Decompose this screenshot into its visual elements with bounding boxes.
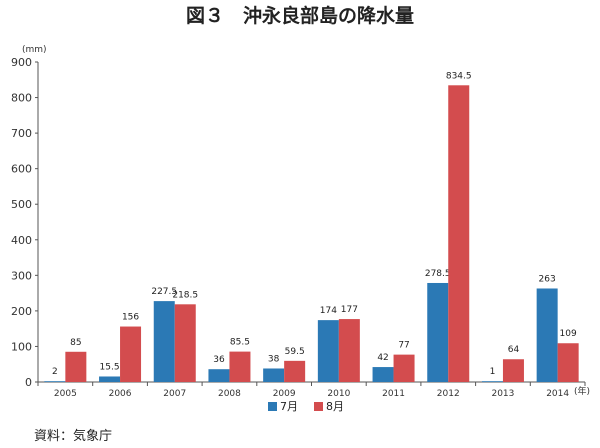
x-tick-label: 2012 [437,389,460,399]
data-label: 227.5 [151,287,177,297]
legend-swatch [314,402,323,411]
data-label: 834.5 [446,71,472,81]
data-label: 156 [122,313,139,323]
data-label: 263 [539,274,556,284]
data-label: 59.5 [285,347,305,357]
y-tick-label: 500 [11,198,32,211]
bar [481,381,503,382]
data-label: 38 [268,354,280,364]
chart-title: 図３ 沖永良部島の降水量 [186,4,414,27]
data-label: 2 [52,367,58,377]
source-note: 資料：気象庁 [34,428,112,444]
bar [153,301,175,382]
data-label: 85.5 [230,338,250,348]
y-axis-unit: (mm) [22,45,47,55]
bars: 2 15.5 227.5 36 38 174 42 278.5 1 263 85 156 218.5 85… [44,71,579,383]
data-label: 1 [490,367,496,377]
bar [99,376,121,382]
x-tick-label: 2008 [218,389,241,399]
bar [284,360,306,382]
data-label: 174 [320,306,337,316]
legend: 7月 8月 [268,400,344,413]
data-label: 64 [508,345,520,355]
bar [338,319,360,382]
data-label: 85 [70,338,81,348]
x-tick-label: 2005 [54,389,77,399]
bar [44,381,66,382]
legend-label: 7月 [280,400,298,413]
data-label: 218.5 [172,290,198,300]
bar [263,368,285,382]
axes: 0 100 200 300 400 500 600 700 800 900 2005 2006 2007… [11,56,586,399]
data-label: 109 [560,329,577,339]
legend-swatch [268,402,277,411]
bar [557,343,579,382]
bar [65,351,87,382]
bar [208,369,230,382]
bar [229,351,251,382]
data-label: 278.5 [425,269,451,279]
x-tick-label: 2011 [382,389,405,399]
data-label: 36 [213,355,225,365]
bar [448,85,470,383]
x-tick-label: 2009 [273,389,296,399]
x-tick-label: 2006 [109,389,132,399]
legend-label: 8月 [326,400,344,413]
bar [372,367,394,382]
y-tick-label: 200 [11,305,32,318]
y-tick-label: 100 [11,340,32,353]
x-tick-label: 2014 [546,389,569,399]
data-label: 177 [341,305,358,315]
data-label: 15.5 [100,362,120,372]
y-tick-label: 900 [11,56,32,69]
x-tick-label: 2010 [327,389,350,399]
bar [502,359,524,382]
bar [120,326,142,382]
bar [317,320,339,382]
x-tick-label: 2007 [163,389,186,399]
x-axis-unit: (年) [574,385,590,397]
data-label: 77 [398,341,409,351]
y-tick-label: 400 [11,234,32,247]
bar [174,304,196,382]
y-tick-label: 0 [25,376,32,389]
y-tick-label: 800 [11,92,32,105]
bar [536,288,558,382]
y-tick-label: 700 [11,127,32,140]
bar [393,354,415,382]
y-tick-label: 300 [11,269,32,282]
bar [427,282,449,382]
y-tick-label: 600 [11,163,32,176]
x-tick-label: 2013 [491,389,514,399]
data-label: 42 [377,353,388,363]
